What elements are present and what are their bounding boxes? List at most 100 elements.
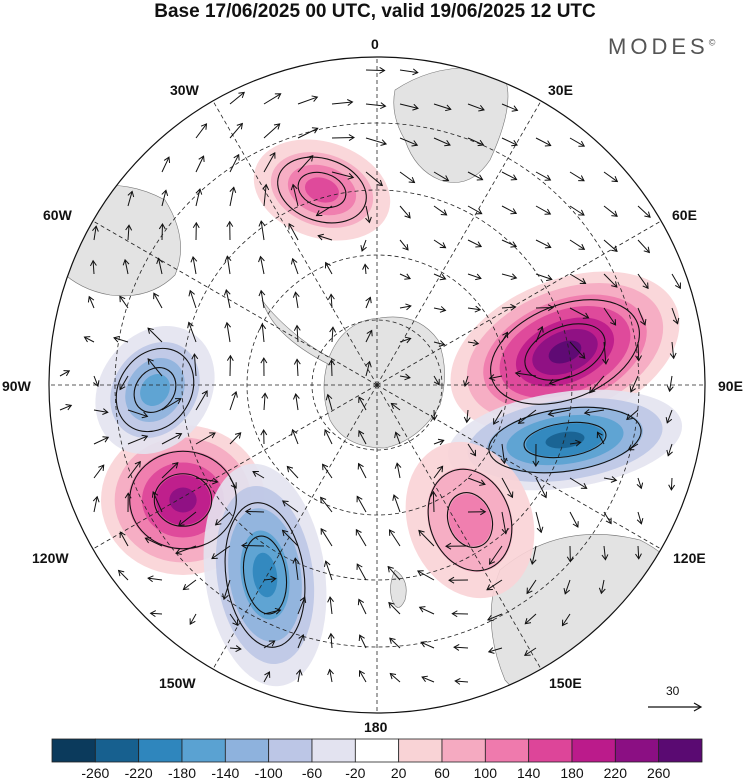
wind-vector bbox=[603, 511, 612, 524]
lon-label-90e: 90E bbox=[718, 378, 743, 394]
contour-line bbox=[129, 450, 237, 550]
wind-vector-head bbox=[666, 385, 674, 393]
wind-vector bbox=[296, 359, 299, 377]
wind-vector bbox=[229, 187, 235, 207]
wind-vector-head bbox=[463, 380, 470, 387]
wind-vector bbox=[388, 602, 401, 615]
anomaly-band bbox=[448, 493, 492, 547]
wind-vector bbox=[562, 613, 571, 626]
wind-vector-head bbox=[175, 398, 182, 405]
wind-vector bbox=[145, 537, 163, 547]
wind-vector-head bbox=[445, 104, 452, 112]
wind-vector bbox=[399, 273, 411, 280]
wind-vector-head bbox=[487, 614, 494, 622]
wind-vector bbox=[584, 409, 605, 414]
wind-vector-head bbox=[579, 352, 586, 360]
wind-vector bbox=[399, 337, 411, 343]
wind-vector bbox=[211, 545, 231, 560]
wind-vector-head bbox=[474, 305, 482, 313]
wind-vector bbox=[433, 273, 446, 280]
wind-vector-head bbox=[547, 410, 555, 417]
wind-vector bbox=[433, 171, 449, 182]
wind-vector-head bbox=[324, 261, 331, 269]
wind-vector-head bbox=[580, 482, 588, 489]
wind-vector bbox=[393, 494, 401, 513]
wind-vector bbox=[359, 634, 367, 649]
wind-vector bbox=[282, 500, 299, 513]
wind-vector bbox=[501, 511, 507, 534]
wind-vector-head bbox=[236, 122, 243, 130]
wind-vector-head bbox=[329, 326, 337, 333]
wind-vector-head bbox=[358, 634, 365, 642]
wind-vector-head bbox=[244, 508, 252, 515]
wind-vector-head bbox=[347, 173, 355, 180]
wind-vector-head bbox=[260, 429, 268, 436]
wind-vector-head bbox=[548, 378, 556, 386]
wind-vector-head bbox=[274, 93, 282, 100]
wind-vector bbox=[501, 273, 517, 279]
wind-vector bbox=[419, 606, 435, 615]
wind-vector bbox=[325, 560, 333, 581]
wind-vector bbox=[331, 327, 334, 343]
wind-vector-head bbox=[356, 563, 363, 570]
wind-vector-head bbox=[675, 282, 681, 290]
wind-vector-head bbox=[258, 220, 266, 227]
wind-vector-head bbox=[311, 127, 319, 134]
wind-vector bbox=[391, 403, 401, 411]
wind-vector-head bbox=[404, 273, 411, 280]
wind-vector-head bbox=[234, 432, 242, 439]
antarctica bbox=[323, 316, 445, 449]
wind-vector-head bbox=[328, 359, 336, 366]
wind-vector bbox=[59, 404, 72, 411]
wind-vector bbox=[455, 680, 469, 683]
wind-vector-head bbox=[175, 432, 183, 439]
wind-vector bbox=[603, 477, 617, 481]
wind-vector bbox=[195, 390, 208, 411]
wind-vector bbox=[569, 171, 585, 182]
wind-vector-head bbox=[355, 528, 362, 536]
map-border bbox=[48, 56, 706, 714]
colorbar-swatch bbox=[224, 738, 270, 763]
wind-vector-head bbox=[144, 537, 152, 544]
wind-vector bbox=[433, 307, 446, 311]
wind-vector-head bbox=[438, 340, 446, 347]
wind-vector bbox=[467, 477, 486, 485]
wind-vector-head bbox=[358, 430, 365, 437]
colorbar-tick-label: 60 bbox=[434, 765, 450, 781]
wind-vector-head bbox=[163, 156, 171, 164]
wind-vector-head bbox=[511, 140, 518, 147]
wind-vector bbox=[535, 477, 547, 498]
wind-vector-head bbox=[320, 527, 327, 535]
wind-vector-head bbox=[442, 175, 450, 182]
wind-vector-head bbox=[175, 548, 182, 555]
wind-vector bbox=[259, 256, 265, 275]
wind-vector-head bbox=[389, 672, 397, 680]
wind-vector-head bbox=[629, 386, 636, 393]
wind-vector-head bbox=[292, 393, 300, 400]
wind-vector-head bbox=[526, 587, 533, 595]
wind-vector-head bbox=[475, 208, 483, 215]
wind-vector bbox=[399, 205, 411, 219]
wind-vector-head bbox=[635, 355, 642, 362]
wind-vector-head bbox=[544, 242, 552, 249]
wind-vector bbox=[263, 184, 267, 207]
wind-vector-head bbox=[532, 460, 540, 467]
wind-vector-head bbox=[666, 449, 673, 457]
wind-vector bbox=[241, 544, 265, 547]
wind-vector-head bbox=[544, 208, 552, 215]
wind-vector-head bbox=[212, 477, 219, 485]
latitude-circle bbox=[181, 189, 573, 581]
lat-lon-grid bbox=[49, 57, 705, 713]
wind-vector-head bbox=[325, 393, 333, 401]
wind-vector bbox=[418, 530, 435, 547]
wind-vector-head bbox=[636, 482, 644, 490]
wind-vector bbox=[524, 613, 537, 625]
wind-vector bbox=[356, 563, 367, 581]
contour-line bbox=[115, 347, 195, 433]
wind-vector-head bbox=[102, 436, 110, 443]
lon-label-0: 0 bbox=[371, 36, 379, 52]
map-title: Base 17/06/2025 00 UTC, valid 19/06/2025… bbox=[154, 1, 596, 22]
lon-label-60e: 60E bbox=[672, 207, 697, 223]
meridian-line bbox=[376, 384, 542, 670]
wind-vector bbox=[297, 96, 318, 105]
